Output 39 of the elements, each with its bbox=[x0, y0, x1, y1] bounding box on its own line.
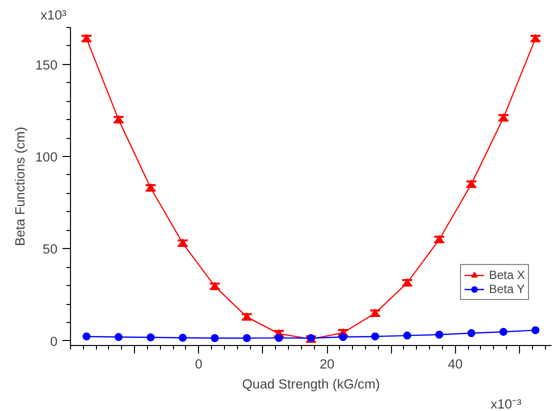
legend-label: Beta Y bbox=[489, 282, 525, 296]
point bbox=[178, 238, 187, 246]
point bbox=[114, 115, 123, 122]
point bbox=[531, 34, 540, 42]
point bbox=[242, 334, 251, 342]
point bbox=[435, 330, 444, 339]
x-tick-label: 40 bbox=[448, 356, 463, 372]
y-tick-label: 100 bbox=[35, 150, 58, 165]
point bbox=[146, 183, 155, 190]
point bbox=[403, 332, 412, 340]
point bbox=[210, 282, 219, 289]
point bbox=[114, 333, 123, 342]
y-tick-label: 50 bbox=[42, 242, 58, 257]
point bbox=[274, 334, 283, 342]
y-tick-label: 150 bbox=[35, 57, 58, 72]
point bbox=[242, 312, 251, 320]
text: x10⁻³ bbox=[490, 396, 522, 411]
text: x10³ bbox=[40, 8, 67, 22]
point bbox=[178, 334, 187, 342]
point bbox=[82, 332, 91, 340]
x-axis-title: Quad Strength (kG/cm) bbox=[242, 376, 380, 392]
point bbox=[403, 278, 412, 286]
legend-label: Beta X bbox=[489, 268, 526, 282]
point bbox=[210, 334, 219, 342]
point bbox=[531, 326, 540, 334]
point bbox=[146, 333, 155, 342]
point bbox=[467, 329, 476, 338]
point bbox=[499, 113, 508, 120]
point bbox=[499, 328, 508, 336]
point bbox=[371, 308, 380, 316]
point bbox=[371, 332, 380, 340]
y-axis-title: Beta Functions (cm) bbox=[12, 126, 28, 246]
point bbox=[467, 180, 476, 187]
y-tick-label: 0 bbox=[50, 334, 58, 349]
point bbox=[82, 34, 91, 42]
x-tick-label: 0 bbox=[195, 356, 202, 372]
x-tick-label: 20 bbox=[320, 356, 334, 372]
point bbox=[339, 333, 348, 342]
point bbox=[435, 234, 444, 242]
